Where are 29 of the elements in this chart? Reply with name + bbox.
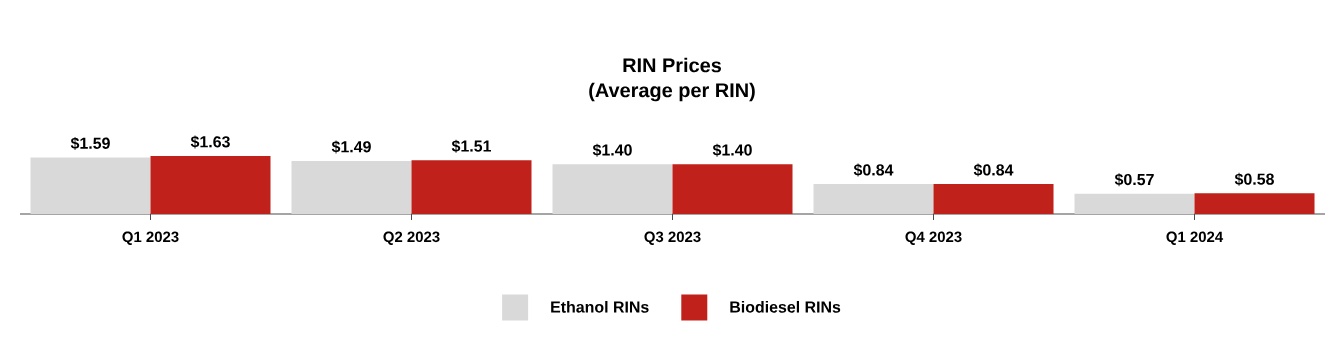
- bar: [150, 156, 271, 214]
- data-label: $0.57: [1114, 173, 1154, 187]
- x-tick-label: Q3 2023: [644, 231, 701, 245]
- legend-label: Biodiesel RINs: [730, 300, 841, 313]
- data-label: $0.84: [973, 163, 1014, 177]
- bar: [813, 184, 934, 214]
- bar: [1074, 193, 1195, 214]
- data-label: $1.63: [190, 135, 230, 149]
- data-label: $1.40: [712, 143, 752, 157]
- bar: [933, 184, 1054, 214]
- data-label: $0.84: [853, 163, 894, 177]
- chart-title: RIN Prices: [623, 57, 721, 73]
- bar: [672, 164, 793, 214]
- data-label: $1.49: [331, 140, 371, 154]
- bar: [1194, 193, 1315, 214]
- bar: [411, 160, 532, 214]
- chart-subtitle: (Average per RIN): [589, 82, 755, 102]
- bar: [552, 164, 673, 214]
- x-tick-label: Q4 2023: [905, 231, 962, 245]
- x-tick-label: Q2 2023: [383, 231, 440, 245]
- data-label: $1.51: [451, 139, 491, 153]
- data-label: $0.58: [1234, 172, 1274, 186]
- x-tick-label: Q1 2023: [122, 231, 179, 245]
- legend-label: Ethanol RINs: [551, 300, 649, 313]
- bar: [291, 160, 412, 214]
- data-label: $1.40: [592, 143, 632, 157]
- data-label: $1.59: [70, 136, 110, 150]
- x-tick-label: Q1 2024: [1166, 231, 1224, 245]
- bar: [30, 157, 151, 214]
